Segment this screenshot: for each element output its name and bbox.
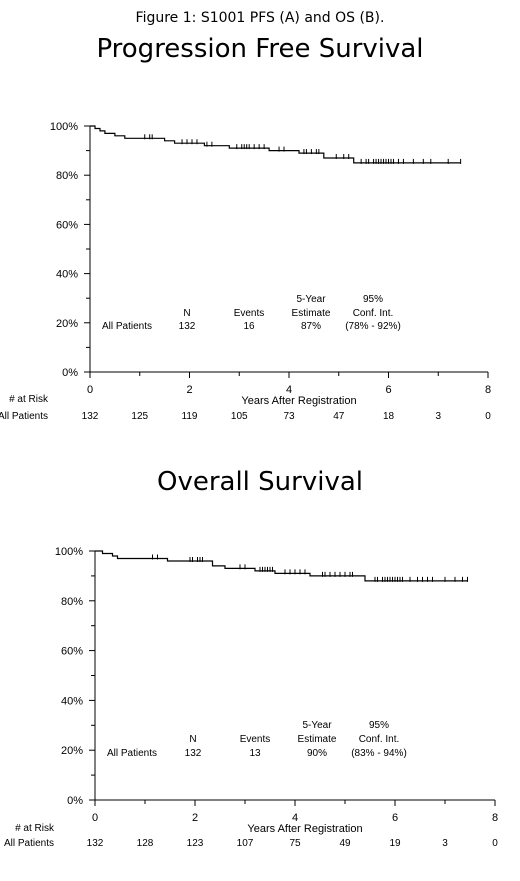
at-risk-row-label: All Patients: [4, 838, 54, 849]
stats-value: 132: [185, 748, 202, 759]
at-risk-value: 3: [435, 411, 441, 422]
stats-header: N: [183, 308, 190, 319]
at-risk-row-label: All Patients: [0, 411, 48, 422]
at-risk-value: 47: [333, 411, 345, 422]
y-tick-label: 100%: [55, 546, 83, 558]
at-risk-value: 107: [237, 838, 254, 849]
os-chart-title: Overall Survival: [156, 467, 363, 497]
at-risk-value: 123: [187, 838, 204, 849]
y-tick-label: 40%: [61, 695, 83, 707]
at-risk-value: 0: [485, 411, 491, 422]
at-risk-value: 105: [231, 411, 248, 422]
x-tick-label: 4: [292, 812, 298, 824]
figure-caption: Figure 1: S1001 PFS (A) and OS (B).: [135, 10, 385, 26]
stats-header: Estimate: [292, 308, 331, 319]
stats-header: Conf. Int.: [353, 308, 394, 319]
stats-value: 132: [179, 321, 196, 332]
at-risk-title: # at Risk: [9, 394, 49, 405]
stats-header: 5-Year: [302, 720, 332, 731]
stats-header: Events: [234, 308, 265, 319]
at-risk-value: 19: [389, 838, 401, 849]
stats-value: 90%: [307, 748, 327, 759]
at-risk-value: 125: [131, 411, 148, 422]
y-tick-label: 40%: [56, 269, 78, 281]
at-risk-value: 132: [82, 411, 99, 422]
x-tick-label: 6: [385, 384, 391, 396]
stats-value: (78% - 92%): [345, 321, 401, 332]
at-risk-value: 132: [87, 838, 104, 849]
y-tick-label: 100%: [50, 121, 78, 133]
x-tick-label: 0: [87, 384, 93, 396]
y-tick-label: 0%: [62, 367, 78, 379]
stats-header: Events: [240, 734, 271, 745]
stats-value: (83% - 94%): [351, 748, 407, 759]
at-risk-value: 73: [283, 411, 295, 422]
x-tick-label: 8: [492, 812, 498, 824]
at-risk-value: 128: [137, 838, 154, 849]
at-risk-value: 3: [442, 838, 448, 849]
y-tick-label: 60%: [56, 219, 78, 231]
stats-header: 95%: [363, 294, 383, 305]
y-tick-label: 0%: [67, 795, 83, 807]
x-tick-label: 2: [186, 384, 192, 396]
stats-value: 16: [243, 321, 255, 332]
stats-header: Estimate: [298, 734, 337, 745]
stats-value: 87%: [301, 321, 321, 332]
y-tick-label: 20%: [56, 318, 78, 330]
at-risk-value: 75: [289, 838, 301, 849]
pfs-chart-title: Progression Free Survival: [96, 34, 424, 64]
stats-header: 5-Year: [296, 294, 326, 305]
x-tick-label: 8: [485, 384, 491, 396]
stats-row-label: All Patients: [102, 321, 152, 332]
stats-value: 13: [249, 748, 261, 759]
y-tick-label: 80%: [61, 596, 83, 608]
stats-header: 95%: [369, 720, 389, 731]
stats-header: Conf. Int.: [359, 734, 400, 745]
x-tick-label: 4: [286, 384, 292, 396]
x-axis-label: Years After Registration: [241, 395, 356, 407]
x-tick-label: 0: [92, 812, 98, 824]
stats-header: N: [189, 734, 196, 745]
at-risk-value: 119: [182, 411, 198, 422]
survival-curve: [95, 550, 468, 582]
at-risk-value: 49: [339, 838, 351, 849]
y-tick-label: 80%: [56, 170, 78, 182]
x-tick-label: 6: [392, 812, 398, 824]
at-risk-value: 0: [492, 838, 498, 849]
stats-row-label: All Patients: [107, 748, 157, 759]
x-tick-label: 2: [192, 812, 198, 824]
y-tick-label: 20%: [61, 745, 83, 757]
x-axis-label: Years After Registration: [247, 823, 362, 835]
at-risk-value: 18: [383, 411, 395, 422]
at-risk-title: # at Risk: [15, 823, 55, 834]
y-tick-label: 60%: [61, 646, 83, 658]
